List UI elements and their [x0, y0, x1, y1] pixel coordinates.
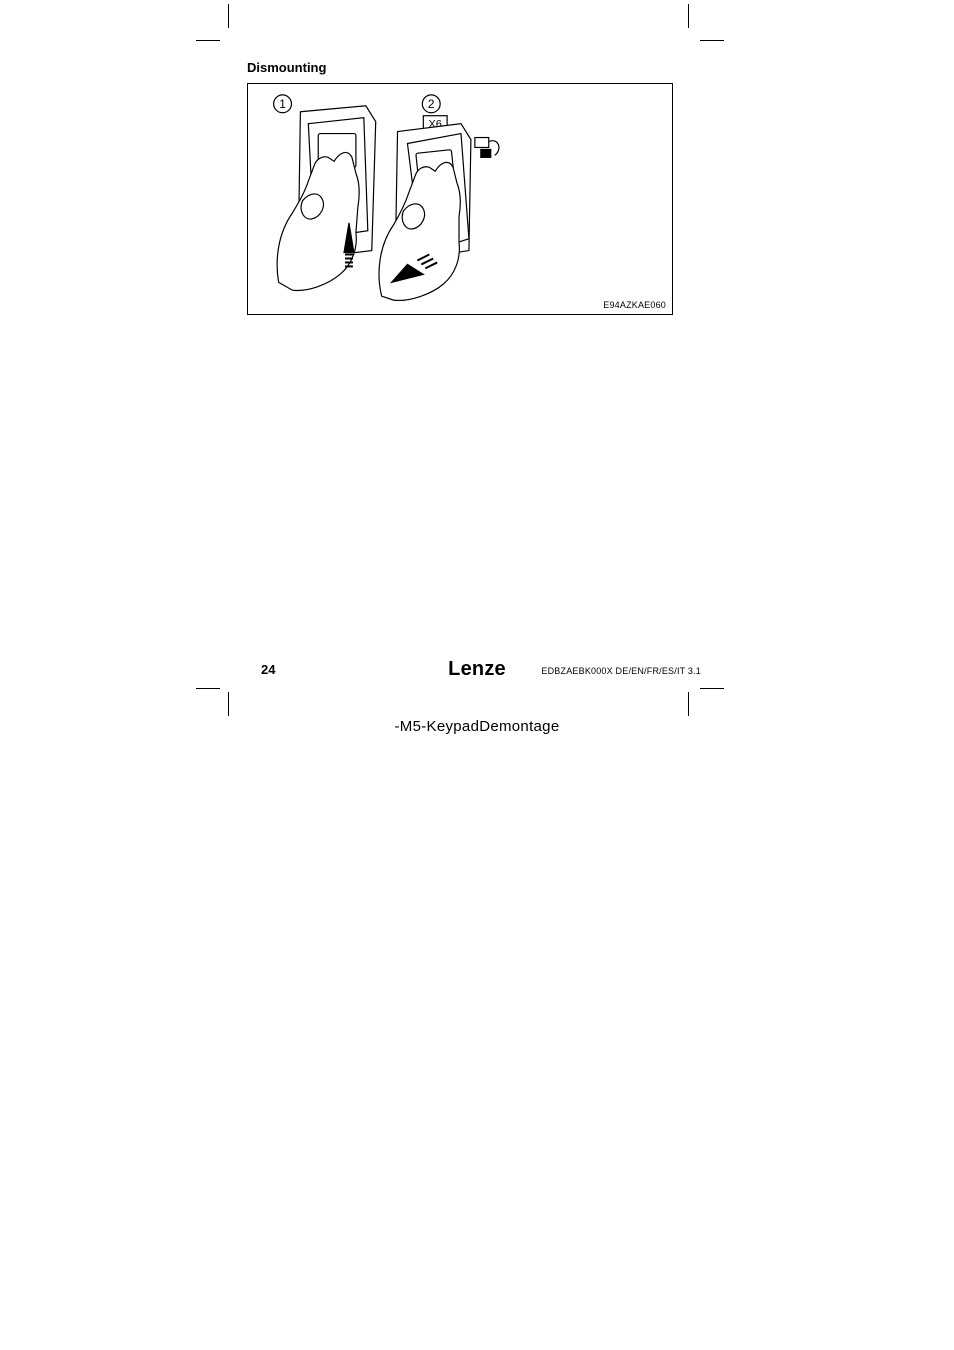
step-2-marker: 2	[422, 95, 440, 113]
crop-mark	[228, 692, 229, 716]
page-footer: 24 Lenze EDBZAEBK000X DE/EN/FR/ES/IT 3.1	[247, 662, 707, 682]
dismounting-illustration: 1 2 X6	[248, 84, 672, 314]
svg-text:2: 2	[428, 97, 435, 111]
section-title: Dismounting	[247, 60, 707, 75]
crop-mark	[688, 4, 689, 28]
connector-icon	[475, 138, 499, 158]
crop-mark	[700, 688, 724, 689]
step-1-drawing	[277, 106, 376, 291]
document-code: EDBZAEBK000X DE/EN/FR/ES/IT 3.1	[541, 666, 701, 676]
crop-mark	[196, 688, 220, 689]
step-1-marker: 1	[274, 95, 292, 113]
svg-text:1: 1	[279, 97, 286, 111]
page-number: 24	[261, 662, 275, 677]
dismounting-figure: 1 2 X6	[247, 83, 673, 315]
figure-id-code: E94AZKAE060	[603, 300, 666, 310]
brand-logo: Lenze	[448, 658, 506, 681]
crop-mark	[228, 4, 229, 28]
crop-mark	[196, 40, 220, 41]
module-label: -M5-KeypadDemontage	[0, 718, 954, 735]
page-content: Dismounting 1 2 X6	[247, 60, 707, 315]
crop-mark	[688, 692, 689, 716]
step-2-drawing	[379, 124, 499, 301]
crop-mark	[700, 40, 724, 41]
